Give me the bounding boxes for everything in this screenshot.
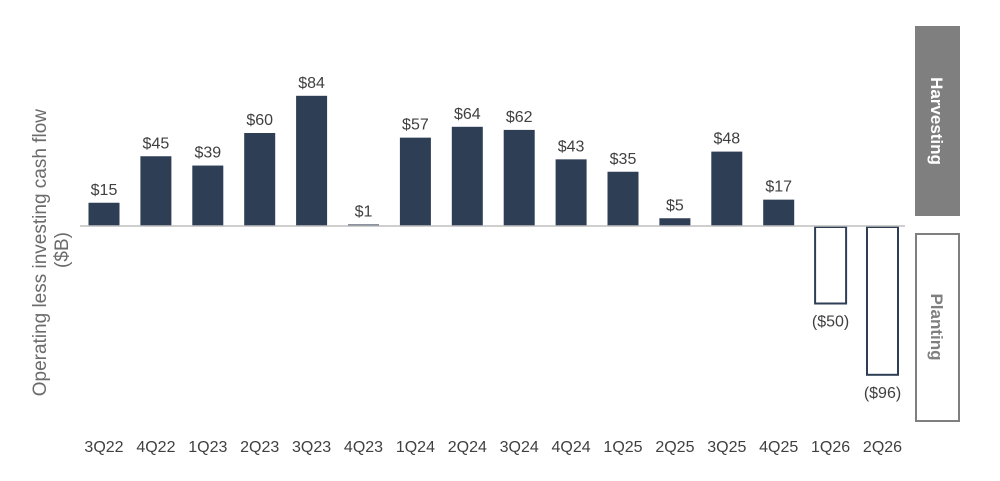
- data-label-2Q23: $60: [246, 112, 273, 129]
- tick-label-3Q23: 3Q23: [292, 439, 331, 456]
- data-labels: $15 $45 $39 $60 $84 $1 $57 $64 $62 $43 $35 $5 $48 $17…: [91, 75, 902, 402]
- tick-label-1Q26: 1Q26: [811, 439, 850, 456]
- bar-1Q23: [192, 165, 224, 226]
- bar-2Q26: [866, 226, 899, 376]
- x-axis-tick-labels: 3Q22 4Q22 1Q23 2Q23 3Q23 4Q23 1Q24 2Q24 3Q24 4Q24…: [84, 439, 902, 456]
- bar-3Q22: [88, 202, 120, 226]
- bar-3Q23: [296, 95, 328, 226]
- bar-4Q25: [763, 199, 795, 226]
- bar-2Q23: [244, 133, 276, 226]
- bar-2Q25: [659, 218, 691, 226]
- data-label-3Q24: $62: [506, 109, 533, 126]
- data-label-2Q26: ($96): [864, 385, 901, 402]
- y-axis-label-line-2: ($B): [52, 232, 73, 268]
- data-label-1Q24: $57: [402, 117, 429, 134]
- data-label-3Q23: $84: [298, 75, 325, 92]
- tick-label-4Q22: 4Q22: [136, 439, 175, 456]
- bar-3Q24: [503, 129, 535, 226]
- data-label-4Q22: $45: [143, 135, 170, 152]
- data-label-4Q25: $17: [765, 179, 792, 196]
- planting-band: [915, 233, 960, 422]
- tick-label-4Q23: 4Q23: [344, 439, 383, 456]
- tick-label-1Q23: 1Q23: [188, 439, 227, 456]
- bar-2Q24: [451, 126, 483, 226]
- data-label-4Q23: $1: [355, 203, 373, 220]
- data-label-2Q25: $5: [666, 197, 684, 214]
- tick-label-3Q22: 3Q22: [84, 439, 123, 456]
- tick-label-1Q24: 1Q24: [396, 439, 435, 456]
- data-label-1Q23: $39: [194, 145, 221, 162]
- bar-4Q22: [140, 156, 172, 226]
- harvesting-band: [915, 26, 960, 216]
- tick-label-4Q25: 4Q25: [759, 439, 798, 456]
- tick-label-4Q24: 4Q24: [552, 439, 591, 456]
- data-label-3Q25: $48: [713, 131, 740, 148]
- bar-4Q24: [555, 159, 587, 226]
- data-label-2Q24: $64: [454, 106, 481, 123]
- harvesting-band-label: Harvesting: [927, 77, 946, 165]
- data-label-1Q26: ($50): [812, 314, 849, 331]
- tick-label-2Q25: 2Q25: [655, 439, 694, 456]
- planting-band-label: Planting: [927, 293, 946, 360]
- tick-label-1Q25: 1Q25: [603, 439, 642, 456]
- data-label-1Q25: $35: [610, 151, 637, 168]
- tick-label-3Q24: 3Q24: [500, 439, 539, 456]
- bar-4Q23: [348, 224, 379, 226]
- tick-label-2Q24: 2Q24: [448, 439, 487, 456]
- y-axis-label-line-1: Operating less investing cash flow: [30, 109, 51, 397]
- tick-label-3Q25: 3Q25: [707, 439, 746, 456]
- bar-1Q26: [814, 226, 848, 305]
- bar-3Q25: [711, 151, 743, 226]
- bars: [88, 95, 899, 376]
- tick-label-2Q26: 2Q26: [863, 439, 902, 456]
- y-axis-label: Operating less investing cash flow ($B): [30, 104, 73, 397]
- bar-1Q24: [399, 137, 431, 226]
- data-label-3Q22: $15: [91, 182, 118, 199]
- data-label-4Q24: $43: [558, 138, 585, 155]
- bar-1Q25: [607, 171, 639, 226]
- tick-label-2Q23: 2Q23: [240, 439, 279, 456]
